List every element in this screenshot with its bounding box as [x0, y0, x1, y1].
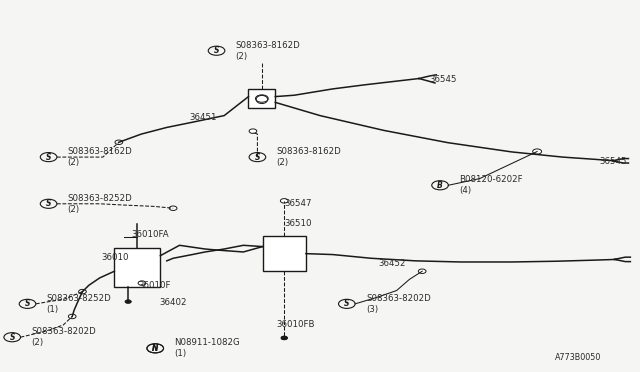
- Text: S: S: [10, 333, 15, 342]
- Circle shape: [249, 129, 257, 134]
- Circle shape: [68, 314, 76, 319]
- Text: N: N: [152, 344, 159, 353]
- Text: S: S: [344, 299, 349, 308]
- Text: 36010F: 36010F: [138, 281, 170, 290]
- Text: 36402: 36402: [159, 298, 187, 307]
- Circle shape: [170, 206, 177, 211]
- Text: S08363-8252D
(2): S08363-8252D (2): [68, 194, 132, 214]
- Text: S08363-8162D
(2): S08363-8162D (2): [68, 147, 132, 167]
- Text: S: S: [255, 153, 260, 161]
- Circle shape: [419, 269, 426, 273]
- Text: N08911-1082G
(1): N08911-1082G (1): [174, 338, 240, 358]
- Text: S08363-8162D
(2): S08363-8162D (2): [236, 41, 300, 61]
- Text: B08120-6202F
(4): B08120-6202F (4): [460, 175, 523, 195]
- Circle shape: [532, 149, 541, 154]
- Text: S08363-8202D
(2): S08363-8202D (2): [31, 327, 96, 347]
- Text: 36547: 36547: [285, 199, 312, 208]
- Text: S: S: [214, 46, 220, 55]
- Text: N: N: [152, 344, 159, 353]
- Text: 36010: 36010: [102, 253, 129, 262]
- FancyBboxPatch shape: [248, 89, 275, 108]
- Circle shape: [79, 289, 86, 294]
- Circle shape: [255, 95, 268, 102]
- Text: S08363-8162D
(2): S08363-8162D (2): [276, 147, 341, 167]
- Circle shape: [281, 336, 287, 340]
- Text: 36545: 36545: [430, 75, 458, 84]
- Text: 36545: 36545: [600, 157, 627, 166]
- Circle shape: [281, 336, 287, 340]
- Text: 36010FA: 36010FA: [132, 230, 169, 239]
- Text: B: B: [437, 181, 443, 190]
- Circle shape: [280, 199, 288, 203]
- Text: S: S: [46, 153, 51, 161]
- Text: 36451: 36451: [189, 113, 216, 122]
- Text: 36010FB: 36010FB: [276, 321, 315, 330]
- FancyBboxPatch shape: [115, 248, 161, 287]
- Text: S08363-8202D
(3): S08363-8202D (3): [366, 294, 431, 314]
- Text: 36510: 36510: [285, 219, 312, 228]
- Text: 36452: 36452: [379, 259, 406, 268]
- Text: A773B0050: A773B0050: [555, 353, 602, 362]
- Circle shape: [115, 140, 123, 144]
- Circle shape: [138, 281, 146, 285]
- Text: S: S: [25, 299, 30, 308]
- FancyBboxPatch shape: [262, 236, 306, 271]
- Text: S08363-8252D
(1): S08363-8252D (1): [47, 294, 111, 314]
- Circle shape: [125, 300, 131, 304]
- Text: S: S: [46, 199, 51, 208]
